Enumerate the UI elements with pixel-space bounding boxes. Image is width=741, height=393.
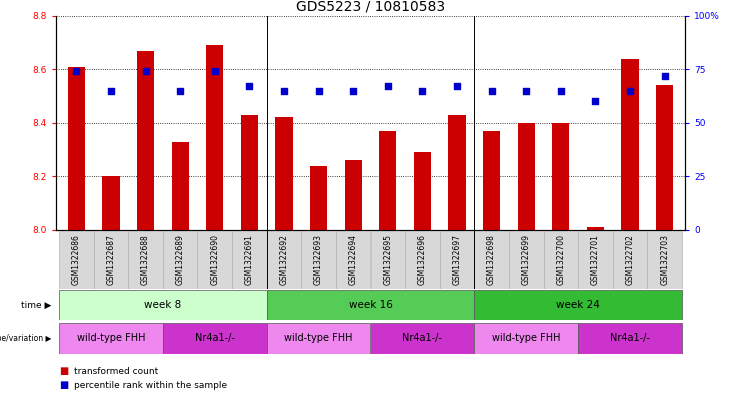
Bar [622, 59, 639, 230]
Bar [59, 231, 93, 289]
Text: time ▶: time ▶ [21, 301, 52, 309]
Bar [578, 231, 613, 289]
Text: wild-type FHH: wild-type FHH [492, 333, 560, 343]
Text: GSM1322697: GSM1322697 [453, 234, 462, 285]
Bar [544, 231, 578, 289]
Bar [613, 231, 648, 289]
Bar [59, 290, 267, 320]
Point [555, 88, 567, 94]
Point [209, 68, 221, 75]
Bar [552, 123, 570, 230]
Bar [474, 231, 509, 289]
Bar [102, 176, 119, 230]
Bar [267, 290, 474, 320]
Bar [171, 141, 189, 230]
Bar [370, 231, 405, 289]
Point [659, 73, 671, 79]
Text: week 16: week 16 [348, 300, 393, 310]
Text: GSM1322701: GSM1322701 [591, 234, 600, 285]
Bar [336, 231, 370, 289]
Text: Nr4a1-/-: Nr4a1-/- [195, 333, 235, 343]
Title: GDS5223 / 10810583: GDS5223 / 10810583 [296, 0, 445, 13]
Point [590, 98, 602, 105]
Bar [648, 231, 682, 289]
Bar [206, 45, 224, 230]
Bar [474, 323, 578, 354]
Text: GSM1322688: GSM1322688 [141, 234, 150, 285]
Text: week 24: week 24 [556, 300, 600, 310]
Text: genotype/variation ▶: genotype/variation ▶ [0, 334, 52, 343]
Text: GSM1322689: GSM1322689 [176, 234, 185, 285]
Bar [267, 231, 302, 289]
Text: GSM1322691: GSM1322691 [245, 234, 254, 285]
Point [278, 88, 290, 94]
Text: GSM1322687: GSM1322687 [107, 234, 116, 285]
Text: percentile rank within the sample: percentile rank within the sample [74, 381, 227, 389]
Text: ■: ■ [59, 366, 68, 376]
Bar [345, 160, 362, 230]
Bar [137, 51, 154, 230]
Point [313, 88, 325, 94]
Text: GSM1322699: GSM1322699 [522, 234, 531, 285]
Text: GSM1322702: GSM1322702 [625, 234, 634, 285]
Text: GSM1322703: GSM1322703 [660, 234, 669, 285]
Bar [509, 231, 544, 289]
Point [485, 88, 497, 94]
Bar [276, 118, 293, 230]
Bar [448, 115, 465, 230]
Point [139, 68, 151, 75]
Bar [439, 231, 474, 289]
Bar [370, 323, 474, 354]
Bar [405, 231, 439, 289]
Bar [59, 323, 163, 354]
Bar [413, 152, 431, 230]
Text: GSM1322698: GSM1322698 [487, 234, 496, 285]
Point [451, 83, 463, 90]
Text: Nr4a1-/-: Nr4a1-/- [402, 333, 442, 343]
Text: GSM1322690: GSM1322690 [210, 234, 219, 285]
Bar [483, 131, 500, 230]
Point [105, 88, 117, 94]
Text: GSM1322700: GSM1322700 [556, 234, 565, 285]
Bar [93, 231, 128, 289]
Bar [232, 231, 267, 289]
Point [624, 88, 636, 94]
Text: GSM1322695: GSM1322695 [383, 234, 392, 285]
Point [520, 88, 532, 94]
Bar [656, 85, 674, 230]
Point [70, 68, 82, 75]
Text: ■: ■ [59, 380, 68, 390]
Text: GSM1322696: GSM1322696 [418, 234, 427, 285]
Text: GSM1322694: GSM1322694 [349, 234, 358, 285]
Point [348, 88, 359, 94]
Bar [302, 231, 336, 289]
Text: wild-type FHH: wild-type FHH [285, 333, 353, 343]
Text: wild-type FHH: wild-type FHH [77, 333, 145, 343]
Point [244, 83, 256, 90]
Text: GSM1322686: GSM1322686 [72, 234, 81, 285]
Bar [310, 165, 328, 230]
Bar [163, 231, 197, 289]
Point [174, 88, 186, 94]
Bar [517, 123, 535, 230]
Bar [578, 323, 682, 354]
Bar [128, 231, 163, 289]
Bar [379, 131, 396, 230]
Text: week 8: week 8 [144, 300, 182, 310]
Text: transformed count: transformed count [74, 367, 159, 376]
Text: GSM1322693: GSM1322693 [314, 234, 323, 285]
Text: GSM1322692: GSM1322692 [279, 234, 288, 285]
Bar [241, 115, 258, 230]
Bar [67, 66, 85, 230]
Bar [163, 323, 267, 354]
Bar [197, 231, 232, 289]
Text: Nr4a1-/-: Nr4a1-/- [610, 333, 650, 343]
Point [382, 83, 393, 90]
Bar [587, 227, 604, 230]
Bar [474, 290, 682, 320]
Bar [267, 323, 370, 354]
Point [416, 88, 428, 94]
